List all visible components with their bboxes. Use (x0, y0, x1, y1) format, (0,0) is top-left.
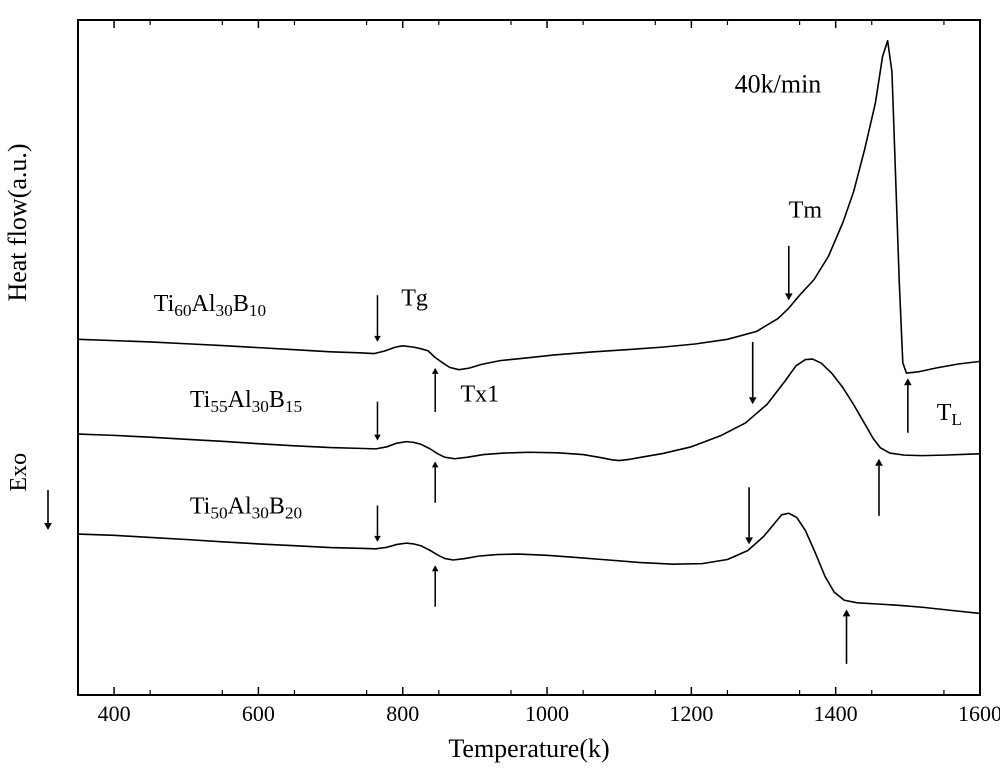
dsc-chart: 400 600 800 1000 1200 1400 1600 Temperature(k) H… (0, 0, 1000, 775)
x-tick-label: 1400 (814, 701, 858, 726)
annotation-tg-label: Tg (401, 286, 428, 312)
annotation-tm-label: Tm (789, 197, 823, 223)
x-tick-label: 1600 (958, 701, 1000, 726)
exo-label: Exo (6, 453, 32, 492)
x-tick-label: 1200 (669, 701, 713, 726)
y-axis-label: Heat flow(a.u.) (3, 143, 32, 301)
annotation-tx1-label: Tx1 (460, 382, 499, 408)
x-tick-label: 400 (98, 701, 131, 726)
x-tick-label: 800 (386, 701, 419, 726)
x-tick-label: 600 (242, 701, 275, 726)
heating-rate-label: 40k/min (735, 70, 822, 99)
x-axis-label: Temperature(k) (448, 734, 609, 763)
x-tick-label: 1000 (525, 701, 569, 726)
